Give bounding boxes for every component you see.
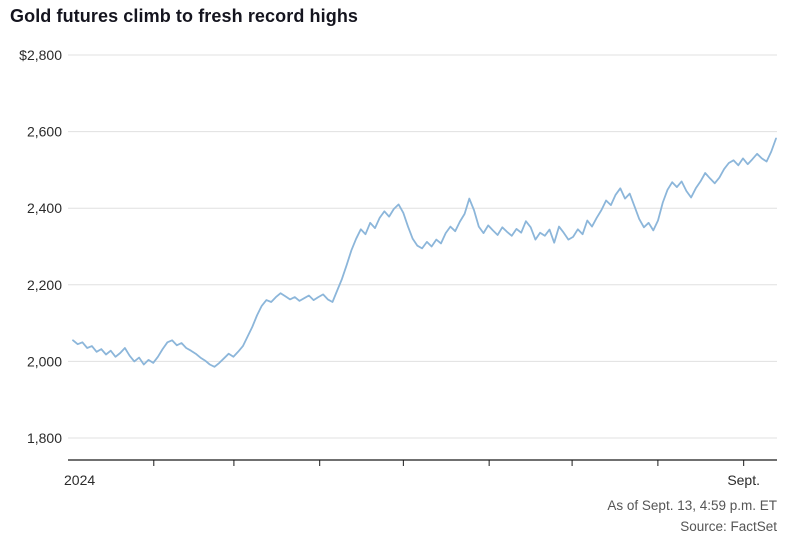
y-axis-label: $2,800: [19, 47, 62, 63]
price-line: [72, 137, 777, 368]
as-of-timestamp: As of Sept. 13, 4:59 p.m. ET: [607, 498, 777, 513]
chart-title: Gold futures climb to fresh record highs: [10, 6, 359, 26]
chart-footer: As of Sept. 13, 4:59 p.m. ET Source: Fac…: [607, 495, 777, 537]
y-axis-label: 2,400: [27, 200, 62, 216]
x-axis-label: 2024: [64, 472, 95, 488]
y-axis-label: 2,600: [27, 124, 62, 140]
x-axis-label: Sept.: [727, 472, 760, 488]
y-axis-label: 2,200: [27, 277, 62, 293]
source-attribution: Source: FactSet: [680, 519, 777, 534]
y-axis-label: 1,800: [27, 430, 62, 446]
y-axis-label: 2,000: [27, 353, 62, 369]
